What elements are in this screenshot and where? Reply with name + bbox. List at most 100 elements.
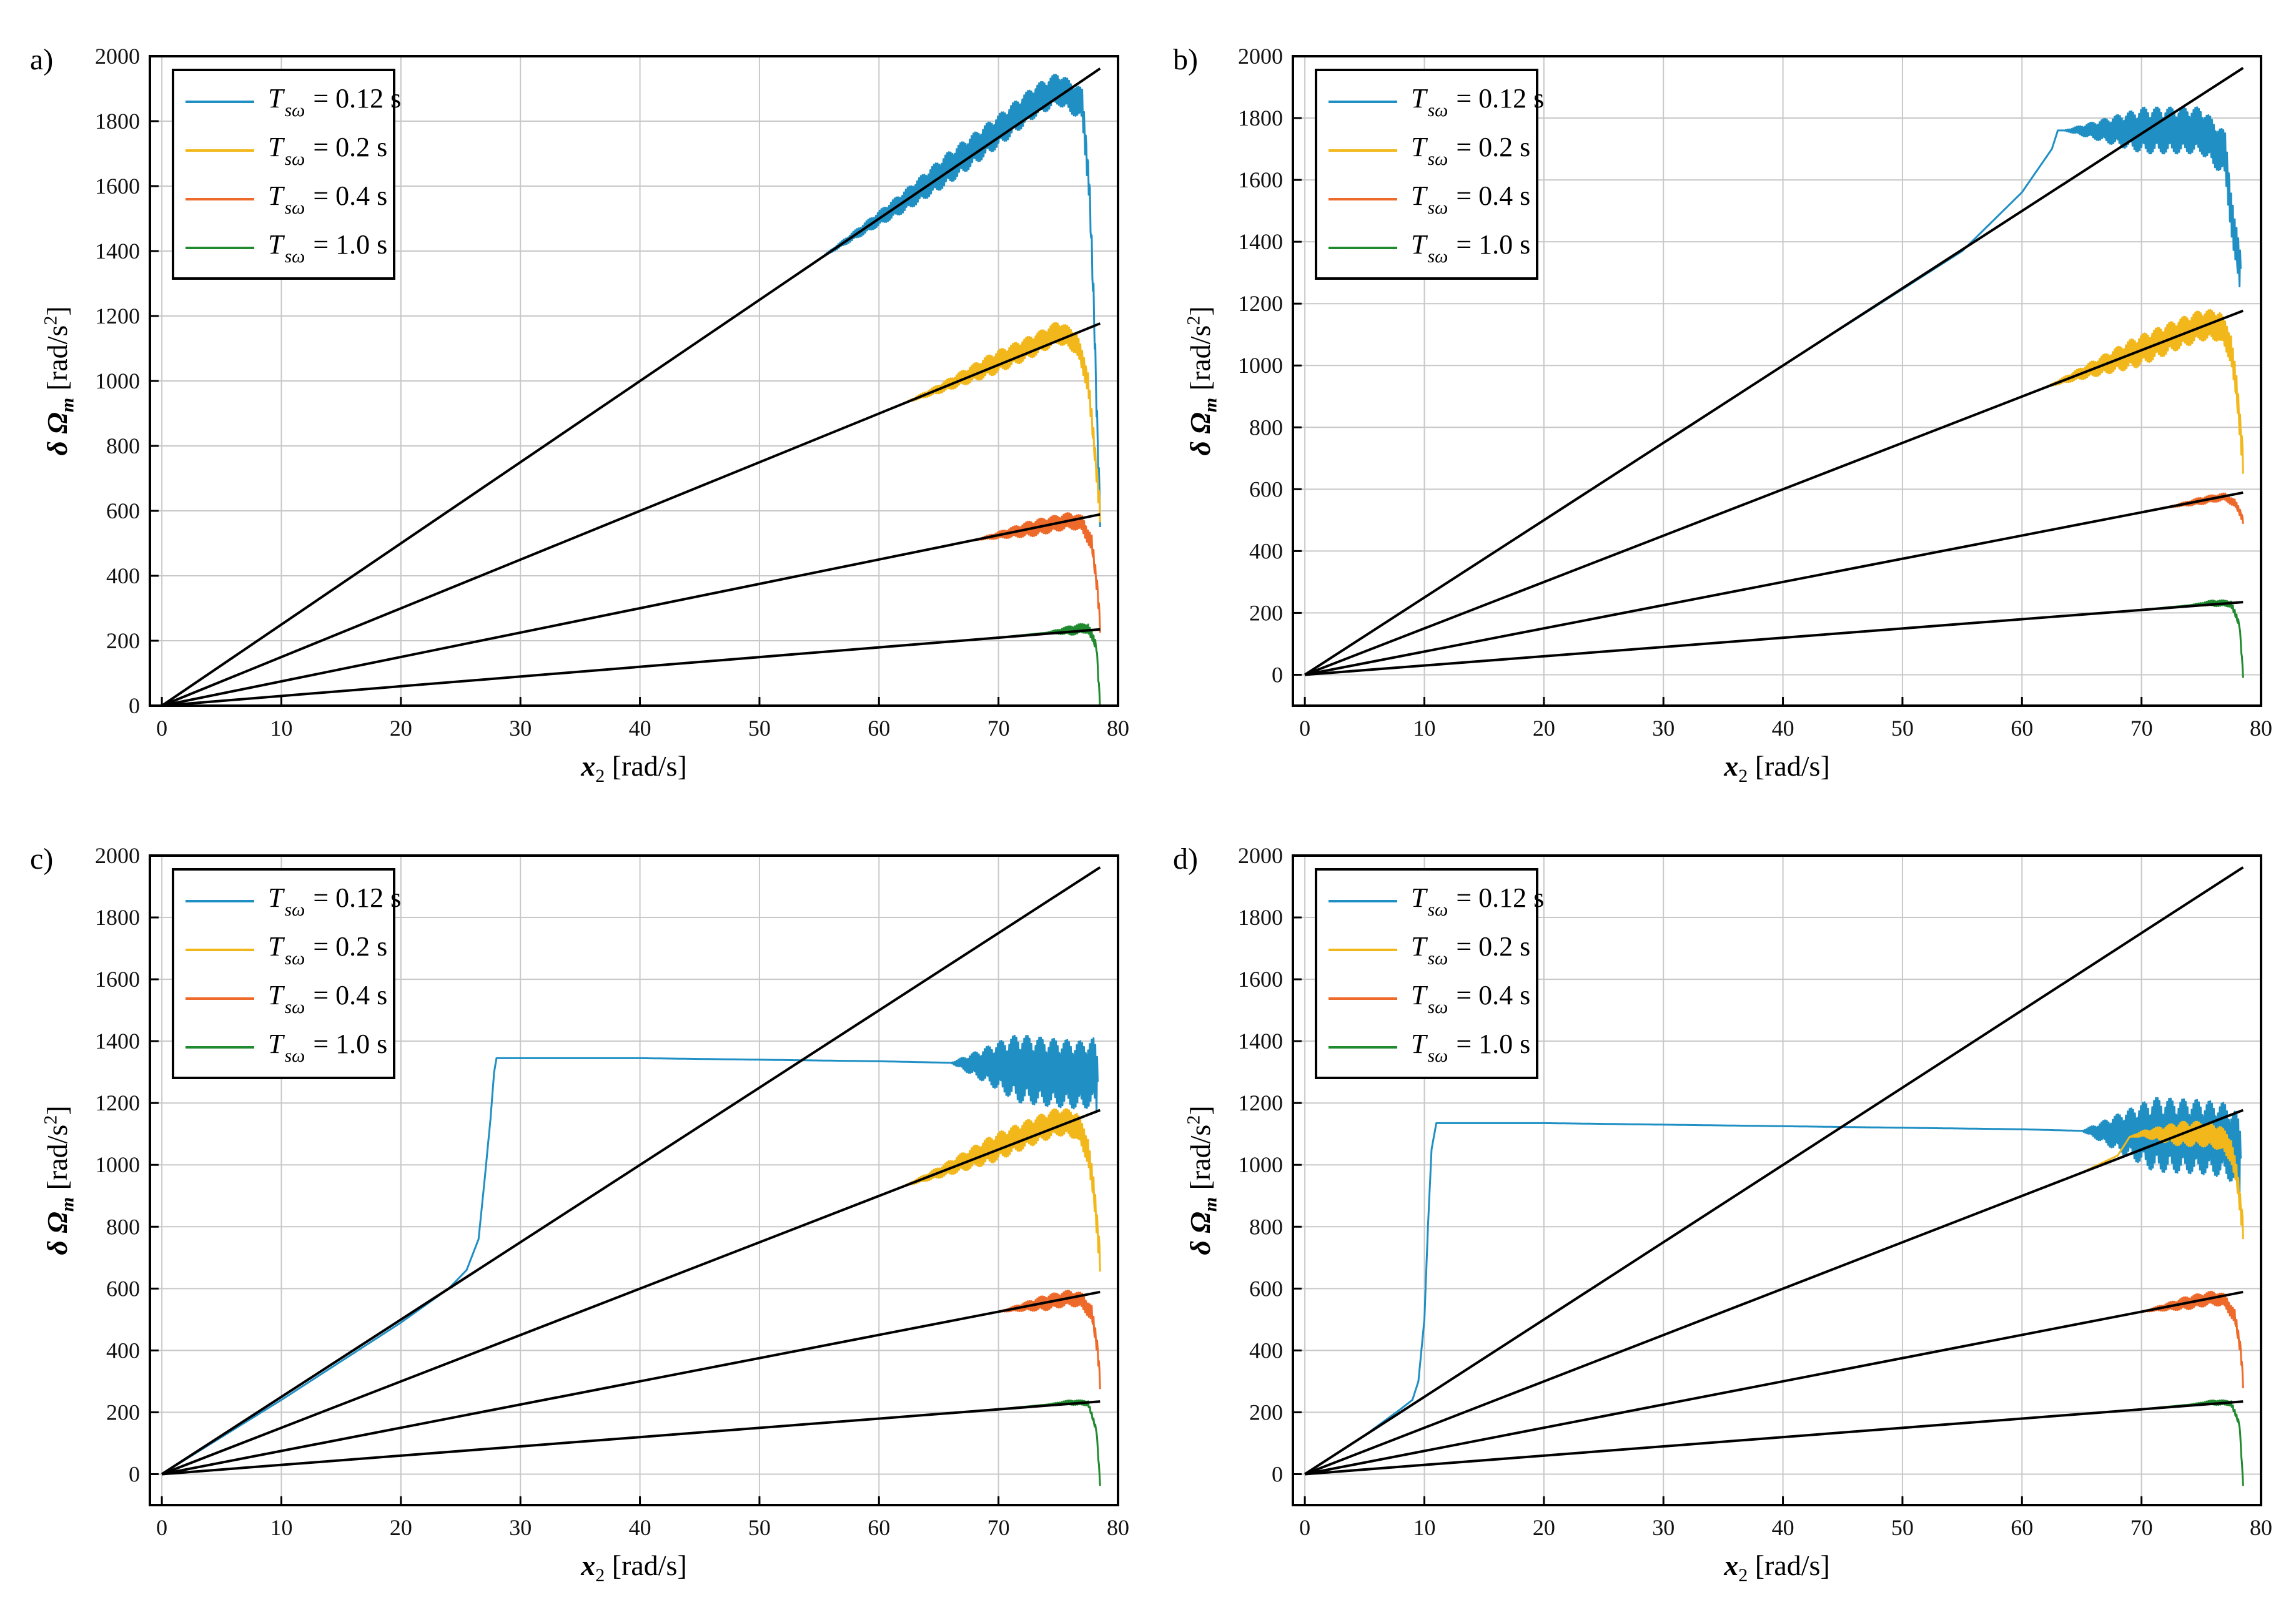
- legend-label: Tsω = 0.2 s: [268, 931, 388, 969]
- legend-swatch: [186, 949, 254, 951]
- x-tick-label: 60: [868, 1515, 890, 1540]
- reference-line-4: [161, 1400, 1101, 1476]
- x-tick-label: 0: [156, 716, 167, 741]
- legend-label: Tsω = 0.12 s: [1411, 83, 1545, 121]
- y-tick-label: 0: [129, 1461, 140, 1486]
- reference-line-2: [161, 322, 1101, 706]
- y-tick-label: 1400: [95, 1029, 140, 1054]
- y-tick-label: 200: [106, 628, 140, 653]
- legend: Tsω = 0.12 s Tsω = 0.2 s Tsω = 0.4 s Tsω = …: [1315, 69, 1544, 280]
- legend-swatch: [186, 101, 254, 103]
- reference-line-3: [161, 1290, 1101, 1476]
- y-tick-label: 400: [106, 1338, 140, 1363]
- y-tick-label: 1000: [95, 1152, 140, 1177]
- chart-svg: 0 10 20 30 40 50 60 70 8002004006008001000120014…: [95, 44, 1129, 741]
- reference-line-3: [161, 513, 1101, 706]
- y-tick-label: 1000: [1238, 353, 1283, 378]
- x-tick-label: 40: [1772, 716, 1794, 741]
- legend-label: Tsω = 1.0 s: [268, 1029, 388, 1066]
- plot-frame: [1292, 854, 2262, 1506]
- reference-line-1: [1304, 67, 2244, 676]
- y-axis-label: δ Ωm [rad/s2]: [1183, 306, 1221, 456]
- legend-item: Tsω = 1.0 s: [1329, 225, 1530, 271]
- legend-item: Tsω = 0.2 s: [186, 127, 387, 174]
- y-tick-label: 1000: [1238, 1152, 1283, 1177]
- y-tick-label: 600: [1249, 477, 1283, 501]
- x-tick-label: 30: [509, 1515, 532, 1540]
- y-tick-label: 0: [1272, 662, 1283, 687]
- x-tick-label: 30: [1652, 1515, 1675, 1540]
- legend-item: Tsω = 0.2 s: [1329, 127, 1530, 174]
- y-axis-label: δ Ωm [rad/s2]: [1183, 1105, 1221, 1255]
- y-tick-label: 400: [1249, 1338, 1283, 1363]
- chart-panel: 0 10 20 30 40 50 60 70 80 0 200 400 600 800 1000 1200 14…: [1143, 799, 2286, 1599]
- x-tick-label: 50: [748, 1515, 771, 1540]
- y-tick-label: 1800: [95, 109, 140, 134]
- x-tick-label: 80: [2250, 1515, 2272, 1540]
- y-tick-label: 600: [106, 498, 140, 523]
- y-tick-label: 800: [1249, 415, 1283, 440]
- x-tick-label: 0: [1299, 1515, 1310, 1540]
- chart-svg: 0 10 20 30 40 50 60 70 8002004006008001000120014…: [1238, 44, 2272, 741]
- legend-item: Tsω = 0.12 s: [1329, 79, 1544, 125]
- reference-line-4: [1304, 601, 2244, 676]
- legend-swatch: [1329, 247, 1397, 249]
- reference-line-2: [1304, 1109, 2244, 1476]
- reference-line-1: [161, 67, 1101, 706]
- legend-item: Tsω = 0.12 s: [186, 79, 401, 125]
- legend-swatch: [186, 900, 254, 902]
- legend-swatch: [1329, 101, 1397, 103]
- x-axis-label: x2 [rad/s]: [1724, 1549, 1830, 1586]
- x-axis-label: x2 [rad/s]: [581, 1549, 687, 1586]
- x-tick-label: 50: [1891, 716, 1914, 741]
- y-tick-label: 1600: [95, 174, 140, 199]
- y-tick-label: 2000: [1238, 843, 1283, 868]
- legend-swatch: [186, 149, 254, 152]
- legend-label: Tsω = 0.2 s: [1411, 931, 1531, 969]
- legend-label: Tsω = 0.4 s: [1411, 980, 1531, 1017]
- legend-label: Tsω = 1.0 s: [268, 229, 388, 267]
- legend-label: Tsω = 1.0 s: [1411, 1029, 1531, 1066]
- plot-frame: [149, 854, 1119, 1506]
- panel-label: d): [1173, 842, 1198, 876]
- x-tick-label: 20: [390, 716, 412, 741]
- chart-svg: 0 10 20 30 40 50 60 70 8002004006008001000120014…: [1238, 843, 2272, 1540]
- legend-swatch: [1329, 900, 1397, 902]
- series-line-1: [161, 1035, 1099, 1475]
- legend-item: Tsω = 0.4 s: [186, 975, 387, 1022]
- chart-panel: 0 10 20 30 40 50 60 70 80 0 200 400 600 800 1000 1200 14…: [1143, 0, 2286, 799]
- y-tick-label: 1200: [95, 1090, 140, 1115]
- legend-swatch: [186, 997, 254, 1000]
- y-tick-label: 0: [129, 693, 140, 718]
- x-tick-label: 10: [270, 1515, 292, 1540]
- y-tick-label: 2000: [95, 843, 140, 868]
- y-axis-label: δ Ωm [rad/s2]: [40, 1105, 78, 1255]
- x-tick-label: 10: [1413, 716, 1435, 741]
- x-tick-label: 70: [987, 1515, 1010, 1540]
- x-tick-label: 60: [2011, 1515, 2033, 1540]
- x-tick-label: 70: [2130, 1515, 2153, 1540]
- y-tick-label: 200: [1249, 1400, 1283, 1425]
- y-axis-label: δ Ωm [rad/s2]: [40, 306, 78, 456]
- reference-line-3: [1304, 491, 2244, 676]
- y-tick-label: 200: [106, 1400, 140, 1425]
- x-tick-label: 30: [509, 716, 532, 741]
- x-tick-label: 0: [156, 1515, 167, 1540]
- y-tick-label: 600: [106, 1276, 140, 1301]
- reference-line-2: [1304, 309, 2244, 676]
- reference-line-4: [1304, 1400, 2244, 1476]
- y-tick-label: 1800: [1238, 106, 1283, 131]
- legend-item: Tsω = 1.0 s: [1329, 1024, 1530, 1070]
- x-tick-label: 70: [987, 716, 1010, 741]
- x-tick-label: 60: [868, 716, 890, 741]
- series-line-2: [1304, 1120, 2244, 1475]
- y-tick-label: 1200: [95, 304, 140, 328]
- legend: Tsω = 0.12 s Tsω = 0.2 s Tsω = 0.4 s Tsω = …: [172, 69, 401, 280]
- legend-swatch: [1329, 1046, 1397, 1049]
- legend-label: Tsω = 0.12 s: [268, 83, 402, 121]
- legend-item: Tsω = 0.2 s: [1329, 927, 1530, 973]
- legend-swatch: [186, 198, 254, 200]
- x-tick-label: 50: [1891, 1515, 1914, 1540]
- y-tick-label: 1400: [1238, 229, 1283, 254]
- legend-item: Tsω = 0.12 s: [1329, 878, 1544, 924]
